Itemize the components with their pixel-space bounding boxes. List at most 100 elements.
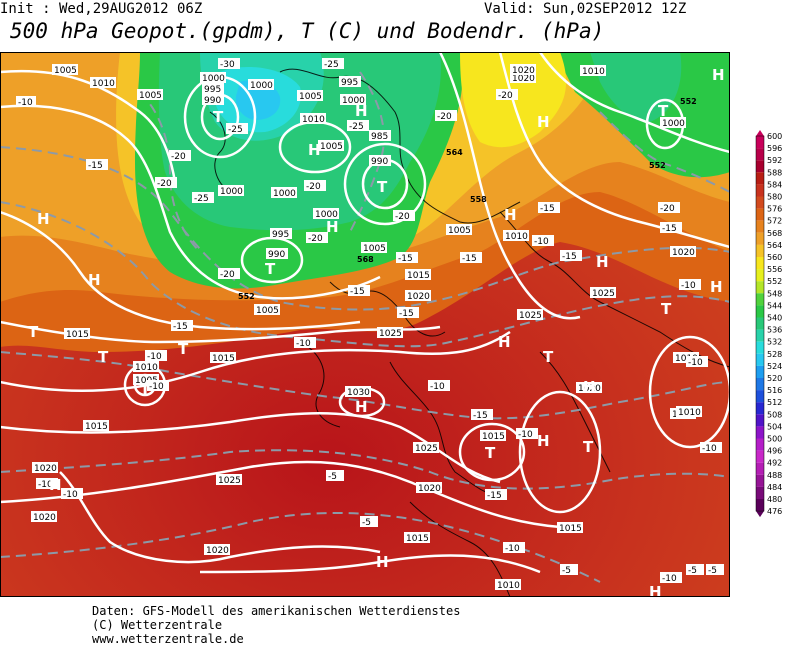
legend-swatch <box>756 184 764 197</box>
pressure-label: 1015 <box>404 532 430 544</box>
legend-swatch <box>756 499 764 512</box>
legend-label: 552 <box>767 277 782 286</box>
high-marker: H <box>498 333 511 351</box>
high-marker: H <box>710 278 723 296</box>
svg-text:-10: -10 <box>149 382 164 392</box>
svg-text:-20: -20 <box>395 212 410 222</box>
temp-label: -5 <box>360 516 378 528</box>
legend-label: 592 <box>767 156 782 165</box>
legend-label: 520 <box>767 374 782 383</box>
legend-swatch <box>756 438 764 451</box>
low-marker: T <box>485 444 496 462</box>
legend-label: 580 <box>767 193 782 202</box>
pressure-label: 1005 <box>318 140 344 152</box>
pressure-label: 1000 <box>271 187 297 199</box>
legend-swatch <box>756 402 764 415</box>
svg-text:1025: 1025 <box>415 444 438 454</box>
legend-swatch <box>756 232 764 245</box>
svg-text:-15: -15 <box>350 287 365 297</box>
pressure-label: 1010 <box>503 230 529 242</box>
temp-label: -15 <box>460 252 482 264</box>
pressure-label: 1015 <box>64 328 90 340</box>
legend-label: 596 <box>767 144 782 153</box>
pressure-label: 990 <box>266 248 288 260</box>
valid-time-label: Valid: Sun,02SEP2012 12Z <box>484 1 687 17</box>
legend-label: 496 <box>767 447 782 456</box>
low-marker: T <box>661 300 672 318</box>
high-marker: H <box>537 432 550 450</box>
temp-label: -15 <box>471 409 493 421</box>
pressure-label: 990 <box>202 94 224 106</box>
legend-label: 504 <box>767 422 782 431</box>
legend-swatch <box>756 426 764 439</box>
svg-text:1000: 1000 <box>220 187 243 197</box>
svg-text:-10: -10 <box>296 339 311 349</box>
temperature-labels: -10 -30 -25 -25 -20 -15 -20 -25 -20 -20 … <box>16 58 724 584</box>
temp-label: -10 <box>428 380 450 392</box>
legend-label: 480 <box>767 495 782 504</box>
temp-label: -20 <box>155 177 177 189</box>
pressure-label: 1010 <box>300 113 326 125</box>
pressure-label: 1015 <box>210 352 236 364</box>
temp-label: -5 <box>706 564 724 576</box>
svg-text:1020: 1020 <box>512 66 535 76</box>
svg-text:1020: 1020 <box>33 513 56 523</box>
pressure-label: 1000 <box>340 94 366 106</box>
legend-label: 584 <box>767 180 782 189</box>
geopot-label: 552 <box>238 292 255 301</box>
high-marker: H <box>537 113 550 131</box>
pressure-label: 995 <box>270 228 292 240</box>
temp-label: -25 <box>226 123 248 135</box>
legend-label: 476 <box>767 507 782 516</box>
svg-text:-20: -20 <box>171 152 186 162</box>
svg-text:1010: 1010 <box>92 79 115 89</box>
high-marker: H <box>49 476 62 494</box>
high-marker: H <box>355 102 368 120</box>
pressure-label: 1005 <box>52 64 78 76</box>
svg-text:1015: 1015 <box>85 422 108 432</box>
svg-text:1000: 1000 <box>273 189 296 199</box>
color-scale-legend: 600 596 592 588 584 580 576 572 568 564 560 556 552 5… <box>755 130 782 518</box>
temp-label: -5 <box>560 564 578 576</box>
legend-swatch <box>756 341 764 354</box>
pressure-label: 1000 <box>248 79 274 91</box>
svg-text:1020: 1020 <box>512 74 535 84</box>
svg-text:-10: -10 <box>518 430 533 440</box>
svg-text:1020: 1020 <box>672 248 695 258</box>
legend-swatch <box>756 450 764 463</box>
svg-text:-10: -10 <box>702 444 717 454</box>
footer-url: www.wetterzentrale.de <box>92 632 244 646</box>
pressure-label: 1025 <box>413 442 439 454</box>
temp-label: -15 <box>660 222 682 234</box>
svg-text:1000: 1000 <box>250 81 273 91</box>
svg-text:-20: -20 <box>157 179 172 189</box>
svg-text:-15: -15 <box>540 204 555 214</box>
svg-text:1020: 1020 <box>578 384 601 394</box>
svg-text:-20: -20 <box>660 204 675 214</box>
svg-text:-20: -20 <box>306 182 321 192</box>
legend-bars <box>755 130 765 518</box>
svg-text:990: 990 <box>268 250 285 260</box>
svg-text:1005: 1005 <box>139 91 162 101</box>
legend-swatch <box>756 293 764 306</box>
geopot-label: 552 <box>649 161 666 170</box>
geopot-label: 552 <box>680 97 697 106</box>
temp-label: -15 <box>86 159 108 171</box>
temp-label: -10 <box>516 428 538 440</box>
svg-text:1005: 1005 <box>299 92 322 102</box>
svg-text:1010: 1010 <box>582 67 605 77</box>
pressure-label: 1020 <box>416 482 442 494</box>
svg-text:-25: -25 <box>194 194 209 204</box>
low-marker: T <box>213 108 224 126</box>
svg-text:1030: 1030 <box>347 388 370 398</box>
svg-text:1025: 1025 <box>218 476 241 486</box>
pressure-label: 1020 <box>576 382 602 394</box>
legend-swatch <box>756 353 764 366</box>
legend-swatch <box>756 317 764 330</box>
temp-label: -15 <box>538 202 560 214</box>
pressure-label: 1010 <box>90 77 116 89</box>
pressure-label: 1020 <box>31 511 57 523</box>
low-marker: T <box>98 348 109 366</box>
legend-swatch <box>756 486 764 499</box>
legend-label: 556 <box>767 265 782 274</box>
